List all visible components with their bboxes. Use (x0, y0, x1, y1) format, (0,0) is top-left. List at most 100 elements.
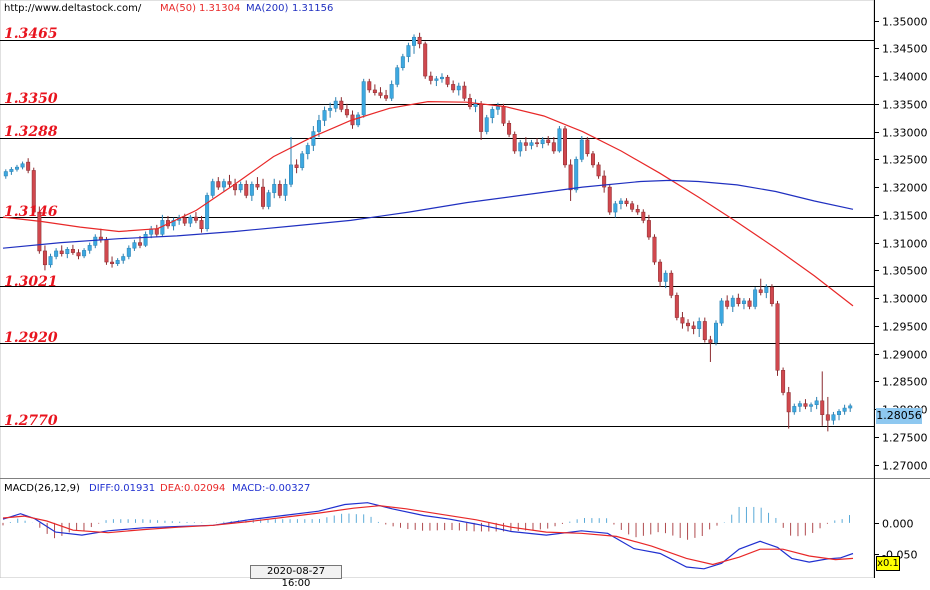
candle (417, 32, 422, 49)
level-label-3: 1.3288 (4, 124, 58, 140)
candle (764, 284, 769, 299)
candle-body (540, 139, 545, 145)
candle-body (54, 250, 59, 257)
site-url[interactable]: http://www.deltastock.com/ (4, 3, 142, 14)
candle (630, 200, 635, 213)
candle (719, 298, 724, 326)
candle-body (658, 261, 663, 282)
candle (462, 81, 467, 102)
candle-body (596, 164, 601, 177)
candle-body (261, 186, 266, 207)
candle (42, 245, 47, 271)
candle (154, 224, 159, 238)
candle-body (842, 407, 847, 412)
candle-body (14, 166, 19, 170)
candle-body (59, 250, 64, 254)
candle-body (691, 325, 696, 329)
candle-body (227, 181, 232, 185)
candle-body (367, 81, 372, 91)
candle-body (714, 322, 718, 343)
price-tick-label: 1.33000 (882, 127, 928, 140)
candle-body (456, 85, 461, 91)
candle (177, 214, 182, 225)
price-tick-label: 1.29500 (882, 321, 928, 334)
candle-body (680, 317, 685, 324)
candle-body (646, 220, 651, 238)
ma200-label: MA(200) (246, 3, 289, 14)
candle (14, 164, 19, 172)
candle-body (344, 109, 349, 116)
candle-body (641, 211, 646, 221)
candle (456, 82, 461, 96)
candle (797, 400, 802, 412)
candle-body (20, 163, 25, 168)
candle (479, 101, 484, 140)
candle-body (384, 95, 389, 99)
candle-body (574, 159, 579, 191)
price-tick-label: 1.34500 (882, 43, 928, 56)
candle (585, 137, 590, 157)
candle (149, 225, 154, 239)
candle (210, 178, 215, 199)
candle (205, 192, 210, 232)
candle-body (674, 295, 679, 318)
candle (607, 184, 612, 215)
candle (87, 242, 92, 254)
scale-badge[interactable]: x0.1 (876, 556, 900, 571)
price-tick-label: 1.27000 (882, 460, 928, 473)
candle-body (786, 392, 791, 413)
candle (356, 112, 361, 128)
candle (65, 247, 70, 259)
candle (9, 167, 14, 175)
candle-body (300, 153, 305, 168)
support-resistance-lines (0, 40, 874, 427)
candle-body (825, 414, 830, 421)
level-label-7: 1.2770 (4, 413, 58, 429)
candle-body (266, 192, 271, 207)
candle-body (529, 142, 534, 146)
candle-body (579, 139, 584, 160)
level-label-4: 1.3146 (4, 204, 58, 220)
candle (646, 214, 651, 240)
candle-body (42, 250, 47, 266)
candle (126, 245, 131, 260)
candle (803, 399, 808, 410)
macd-histogram-value: MACD:-0.00327 (232, 483, 311, 494)
current-price-badge: 1.28056 (876, 408, 922, 424)
candle (261, 178, 266, 210)
level-label-5: 1.3021 (4, 274, 58, 290)
candle-body (255, 184, 260, 188)
candle (322, 106, 327, 127)
candle-body (484, 117, 489, 132)
candle-body (70, 249, 75, 253)
candle-body (193, 216, 198, 221)
candle (730, 295, 735, 313)
candle-body (93, 236, 98, 246)
candle-body (708, 339, 713, 343)
candle-body (244, 184, 249, 196)
candle-body (65, 249, 70, 254)
candle-body (361, 81, 366, 116)
moving-averages (2, 100, 854, 307)
candle-body (797, 403, 802, 407)
candle-body (551, 142, 556, 152)
candle-body (339, 100, 344, 110)
candle (171, 217, 176, 231)
candle-body (814, 400, 819, 405)
level-label-1: 1.3465 (4, 26, 58, 42)
candle (501, 103, 506, 127)
candle (76, 249, 81, 260)
candle (400, 53, 405, 71)
candle (289, 137, 293, 188)
candle-body (283, 184, 288, 196)
level-label-6: 1.2920 (4, 330, 58, 346)
candle-body (518, 142, 523, 152)
candle (635, 204, 640, 215)
candle (775, 300, 780, 376)
candle-body (48, 256, 53, 266)
candle-body (356, 114, 361, 126)
candle-body (725, 300, 730, 307)
candle-body (462, 85, 467, 99)
candle (412, 34, 417, 54)
price-tick-label: 1.33500 (882, 99, 928, 112)
